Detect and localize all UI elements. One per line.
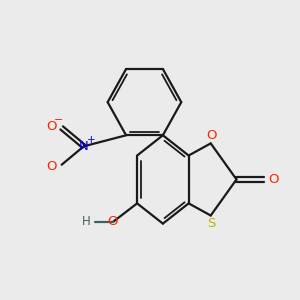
Text: O: O xyxy=(108,215,118,228)
Text: +: + xyxy=(87,135,95,145)
Text: O: O xyxy=(46,160,57,173)
Text: N: N xyxy=(79,140,88,153)
Text: −: − xyxy=(54,115,63,125)
Text: H: H xyxy=(82,215,91,228)
Text: O: O xyxy=(46,120,57,133)
Text: O: O xyxy=(206,129,216,142)
Text: O: O xyxy=(268,173,278,186)
Text: S: S xyxy=(207,217,215,230)
